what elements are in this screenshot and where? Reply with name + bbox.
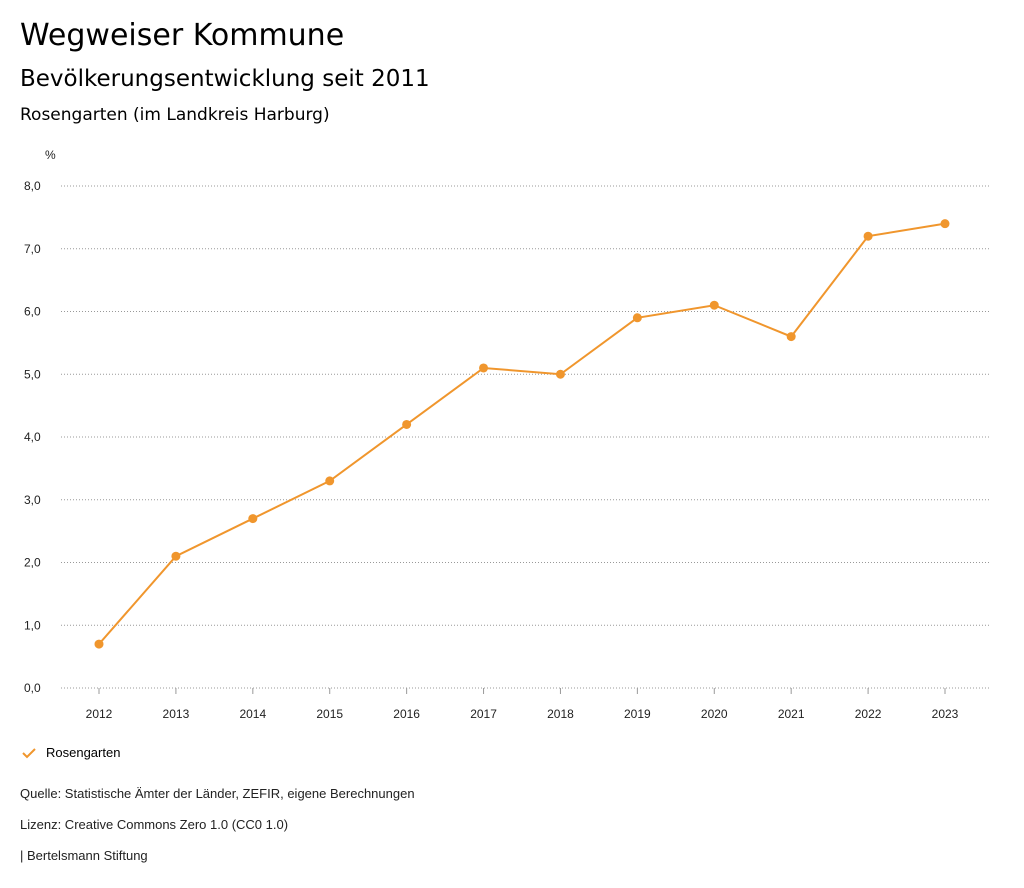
x-tick-label: 2019 xyxy=(624,707,651,721)
x-tick-label: 2022 xyxy=(855,707,882,721)
y-tick-label: 1,0 xyxy=(24,618,41,632)
y-tick-label: 0,0 xyxy=(24,681,41,695)
y-tick-label: 6,0 xyxy=(24,305,41,319)
y-tick-label: 8,0 xyxy=(24,179,41,193)
data-point[interactable] xyxy=(325,476,335,486)
source-text: Quelle: Statistische Ämter der Länder, Z… xyxy=(20,786,415,801)
legend-label: Rosengarten xyxy=(46,745,121,760)
y-tick-label: 3,0 xyxy=(24,493,41,507)
data-point[interactable] xyxy=(709,300,719,310)
region-title: Rosengarten (im Landkreis Harburg) xyxy=(20,105,330,125)
x-tick-label: 2020 xyxy=(701,707,728,721)
data-point[interactable] xyxy=(479,363,489,373)
data-point[interactable] xyxy=(94,639,104,649)
data-point[interactable] xyxy=(786,332,796,342)
x-tick-label: 2017 xyxy=(470,707,497,721)
x-tick-label: 2015 xyxy=(316,707,343,721)
x-tick-label: 2021 xyxy=(778,707,805,721)
publisher-text: | Bertelsmann Stiftung xyxy=(20,848,148,863)
app-title: Wegweiser Kommune xyxy=(20,18,345,53)
data-point[interactable] xyxy=(402,419,412,429)
series-line-rosengarten xyxy=(98,222,946,645)
x-tick-label: 2023 xyxy=(932,707,959,721)
x-tick-label: 2014 xyxy=(239,707,266,721)
license-text: Lizenz: Creative Commons Zero 1.0 (CC0 1… xyxy=(20,817,289,832)
data-point[interactable] xyxy=(863,231,873,241)
data-point[interactable] xyxy=(555,369,565,379)
chart-title: Bevölkerungsentwicklung seit 2011 xyxy=(20,66,430,92)
y-tick-label: 5,0 xyxy=(24,367,41,381)
check-icon xyxy=(22,747,36,758)
x-tick-label: 2013 xyxy=(163,707,190,721)
legend-item-rosengarten[interactable]: Rosengarten xyxy=(22,745,120,760)
data-point[interactable] xyxy=(632,313,642,323)
x-tick-label: 2018 xyxy=(547,707,574,721)
x-tick-label: 2012 xyxy=(86,707,113,721)
data-point[interactable] xyxy=(248,514,258,524)
y-tick-label: 7,0 xyxy=(24,242,41,256)
data-point[interactable] xyxy=(940,219,950,229)
y-axis-unit: % xyxy=(45,148,56,162)
y-tick-label: 2,0 xyxy=(24,556,41,570)
x-tick-label: 2016 xyxy=(393,707,420,721)
y-tick-label: 4,0 xyxy=(24,430,41,444)
data-point[interactable] xyxy=(171,551,181,561)
